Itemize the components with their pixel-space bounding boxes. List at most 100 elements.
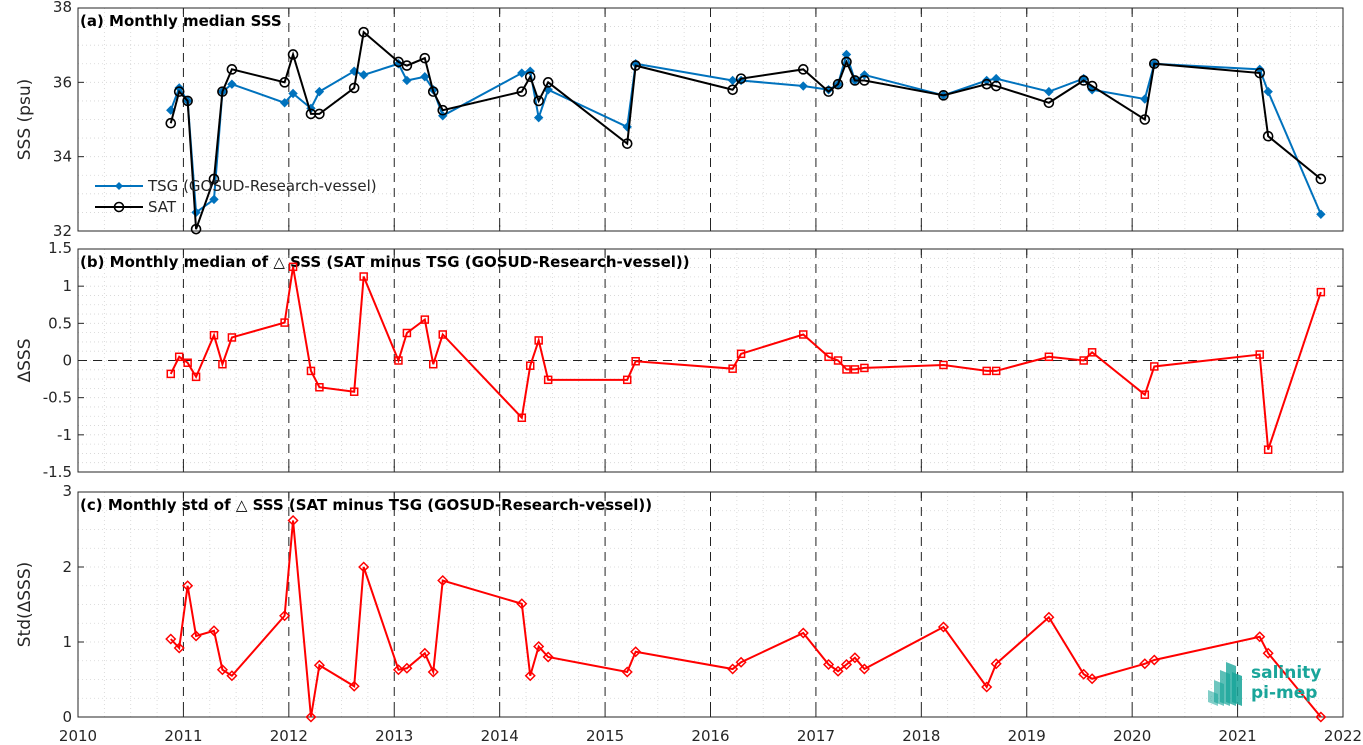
x-tick-label: 2011 xyxy=(164,727,202,745)
legend-label: SAT xyxy=(148,198,177,216)
legend-marker xyxy=(115,182,123,190)
data-point xyxy=(182,580,194,592)
data-point xyxy=(622,375,632,385)
data-point xyxy=(533,112,544,123)
data-point xyxy=(1086,80,1098,92)
data-point xyxy=(314,108,325,120)
data-point xyxy=(524,670,536,682)
data-point xyxy=(1254,67,1266,79)
data-point xyxy=(1078,75,1089,86)
data-point xyxy=(990,80,1002,92)
data-point xyxy=(842,365,851,374)
data-point xyxy=(1255,350,1264,359)
panel-title: (a) Monthly median SSS xyxy=(80,12,282,30)
data-point xyxy=(358,26,369,38)
data-point xyxy=(1078,668,1090,680)
y-tick-label: -1 xyxy=(57,426,72,444)
legend-entry-tsg: TSG (GOSUD-Research-vessel) xyxy=(95,177,377,195)
grid xyxy=(78,7,1343,232)
y-tick-label: 1 xyxy=(62,277,72,295)
data-point xyxy=(166,369,176,379)
x-tick-label: 2021 xyxy=(1218,727,1256,745)
data-point xyxy=(226,670,238,682)
panel-title: (c) Monthly std of △ SSS (SAT minus TSG … xyxy=(80,496,652,514)
panel-a: 32 34 36 38 SSS (psu) (a) Monthly median SSS xyxy=(15,0,1344,240)
data-point xyxy=(525,361,535,370)
data-point xyxy=(841,49,852,60)
y-axis-label: SSS (psu) xyxy=(15,79,35,160)
data-point xyxy=(727,84,738,96)
logo-text-line2: pi-mep xyxy=(1251,683,1317,703)
data-point xyxy=(727,663,739,675)
data-point xyxy=(981,78,992,90)
data-point xyxy=(621,666,633,678)
data-point xyxy=(305,711,317,723)
data-point xyxy=(517,413,527,422)
data-point xyxy=(429,359,438,369)
data-point xyxy=(631,356,640,366)
data-point xyxy=(630,646,642,658)
data-point xyxy=(727,75,738,86)
data-point xyxy=(437,574,449,587)
grid xyxy=(78,491,1343,718)
data-point xyxy=(736,349,746,359)
data-point xyxy=(938,90,949,101)
x-tick-label: 2010 xyxy=(59,727,97,745)
data-point xyxy=(981,681,993,693)
data-point xyxy=(517,68,527,78)
legend-entry-sat: SAT xyxy=(95,198,177,216)
data-point xyxy=(182,95,193,107)
data-point xyxy=(728,364,737,373)
data-point xyxy=(419,647,431,659)
y-tick-label: 3 xyxy=(62,482,72,500)
data-point xyxy=(288,88,298,99)
data-point xyxy=(850,365,860,374)
data-point xyxy=(799,330,808,339)
data-point xyxy=(437,104,449,116)
y-tick-label: -1.5 xyxy=(43,463,72,481)
series-sat xyxy=(165,26,1327,235)
data-point xyxy=(832,78,844,90)
data-point xyxy=(401,60,413,71)
data-point xyxy=(1043,97,1055,109)
data-point xyxy=(1139,658,1151,670)
data-point xyxy=(420,72,430,82)
data-point xyxy=(208,173,220,185)
logo-mark-icon xyxy=(1208,662,1242,706)
series-line xyxy=(169,266,1322,451)
data-point xyxy=(1263,86,1273,97)
panel-b: -1.5 -1 -0.5 0 0.5 1 1.5 ΔSSS (b) Monthly median… xyxy=(15,239,1344,481)
data-point xyxy=(1149,58,1160,70)
data-point xyxy=(394,356,403,365)
x-tick-label: 2014 xyxy=(481,727,519,745)
x-tick-label: 2020 xyxy=(1113,727,1151,745)
data-point xyxy=(1263,445,1273,454)
series-diff xyxy=(166,262,1326,454)
data-point xyxy=(402,328,412,338)
data-point xyxy=(542,77,554,88)
data-point xyxy=(1140,94,1150,104)
y-tick-label: 1 xyxy=(62,633,72,651)
y-tick-label: -0.5 xyxy=(43,389,72,407)
data-point xyxy=(1044,352,1054,362)
data-point xyxy=(939,360,948,370)
x-tick-label: 2018 xyxy=(902,727,940,745)
data-point xyxy=(991,366,1001,376)
data-point xyxy=(1140,390,1150,399)
data-point xyxy=(279,77,290,88)
x-tick-label: 2013 xyxy=(375,727,413,745)
data-point xyxy=(534,336,543,345)
data-point xyxy=(824,352,833,362)
data-point xyxy=(287,514,299,527)
data-point xyxy=(427,86,439,97)
data-point xyxy=(516,86,528,97)
data-point xyxy=(1254,631,1266,643)
data-point xyxy=(218,359,227,369)
data-point xyxy=(858,663,870,675)
data-point xyxy=(542,651,554,663)
data-point xyxy=(280,318,289,327)
logo-text-line1: salinity xyxy=(1251,663,1321,683)
data-point xyxy=(190,223,202,235)
data-point xyxy=(1044,86,1054,97)
